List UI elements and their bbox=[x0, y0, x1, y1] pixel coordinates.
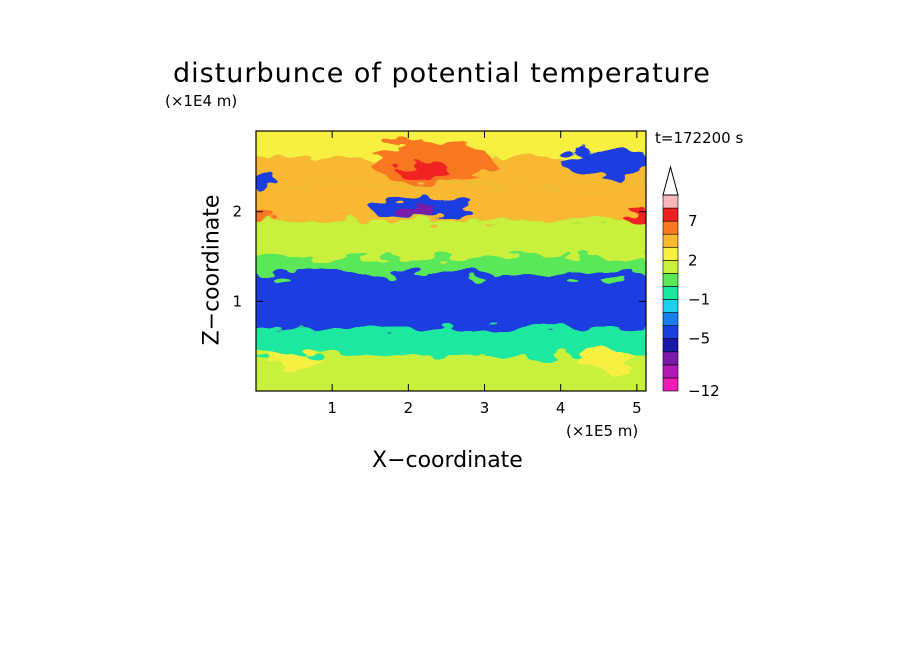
y-axis-ticks: 12 bbox=[232, 203, 646, 310]
colorbar-swatch bbox=[662, 233, 679, 248]
x-tick-label: 2 bbox=[404, 399, 414, 417]
contour-feature bbox=[484, 341, 561, 360]
time-label: t=172200 s bbox=[655, 129, 744, 147]
contour-band bbox=[256, 274, 646, 329]
colorbar-swatch bbox=[662, 325, 679, 340]
contour-feature bbox=[267, 352, 321, 367]
x-axis-unit: (×1E5 m) bbox=[566, 422, 639, 440]
contour-field bbox=[256, 131, 646, 391]
colorbar-swatch bbox=[662, 351, 679, 366]
y-tick-label: 1 bbox=[232, 292, 242, 310]
colorbar-tick-label: −1 bbox=[688, 291, 710, 309]
x-tick-label: 5 bbox=[632, 399, 642, 417]
plot-frame bbox=[255, 130, 647, 392]
colorbar-tick-label: 2 bbox=[688, 251, 698, 269]
y-axis-unit: (×1E4 m) bbox=[165, 92, 238, 110]
colorbar-extend-arrow bbox=[662, 165, 679, 196]
chart-title: disturbunce of potential temperature bbox=[173, 58, 711, 89]
contour-feature bbox=[560, 148, 646, 176]
y-tick-label: 2 bbox=[232, 203, 242, 221]
contour-bands bbox=[256, 131, 646, 391]
contour-feature bbox=[396, 162, 451, 181]
colorbar-tick-label: −12 bbox=[688, 382, 720, 400]
contour-feature bbox=[256, 166, 273, 194]
colorbar: 7 2 −1 −5 −12 bbox=[662, 165, 720, 400]
contour-feature bbox=[256, 209, 276, 224]
colorbar-swatch bbox=[662, 207, 679, 222]
x-tick-label: 3 bbox=[480, 399, 490, 417]
colorbar-swatch bbox=[662, 377, 679, 392]
colorbar-swatch bbox=[662, 338, 679, 353]
contour-band bbox=[256, 220, 646, 257]
colorbar-tick-label: −5 bbox=[688, 330, 710, 348]
x-tick-label: 1 bbox=[327, 399, 337, 417]
x-axis-ticks: 1 2 3 4 5 bbox=[327, 131, 642, 417]
contour-feature bbox=[621, 210, 646, 222]
colorbar-swatch bbox=[662, 286, 679, 300]
contour-feature bbox=[575, 348, 637, 371]
contour-feature bbox=[393, 206, 439, 218]
colorbar-swatch bbox=[662, 312, 679, 326]
colorbar-swatch bbox=[662, 364, 679, 379]
colorbar-swatch bbox=[662, 220, 679, 235]
colorbar-swatch bbox=[662, 299, 679, 313]
colorbar-swatch bbox=[662, 273, 679, 287]
contour-band bbox=[256, 256, 646, 275]
x-tick-label: 4 bbox=[556, 399, 566, 417]
contour-band bbox=[256, 328, 646, 356]
colorbar-swatch bbox=[662, 194, 679, 209]
colorbar-tick-label: 7 bbox=[688, 212, 698, 230]
colorbar-swatch bbox=[662, 246, 679, 261]
x-axis-label: X−coordinate bbox=[372, 448, 523, 473]
colorbar-swatch bbox=[662, 260, 679, 274]
